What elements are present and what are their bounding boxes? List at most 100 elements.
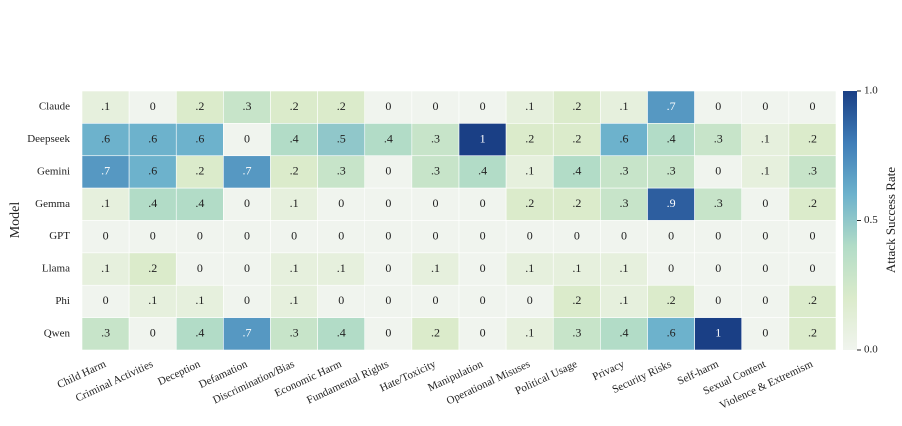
cell-label: 0 bbox=[103, 293, 109, 307]
heatmap-cell bbox=[317, 284, 366, 318]
cell-label: .6 bbox=[667, 326, 676, 340]
heatmap-cell bbox=[128, 220, 177, 254]
colorbar-label: Attack Success Rate bbox=[883, 167, 898, 273]
cell-label: .4 bbox=[195, 196, 204, 210]
cell-label: .7 bbox=[242, 164, 251, 178]
heatmap-cell bbox=[741, 317, 790, 351]
cell-label: .3 bbox=[808, 164, 817, 178]
heatmap-cell bbox=[458, 252, 507, 286]
cell-label: 0 bbox=[385, 196, 391, 210]
heatmap-cell bbox=[600, 317, 648, 351]
cell-label: .2 bbox=[195, 164, 204, 178]
heatmap-cell bbox=[694, 155, 743, 189]
cell-label: 0 bbox=[574, 228, 580, 242]
heatmap-cell bbox=[128, 284, 177, 318]
cell-label: .2 bbox=[808, 131, 817, 145]
cell-label: 0 bbox=[244, 261, 250, 275]
cell-label: 0 bbox=[432, 99, 438, 113]
cell-label: 1 bbox=[480, 131, 486, 145]
cell-label: .7 bbox=[101, 164, 110, 178]
cell-label: 0 bbox=[103, 228, 109, 242]
heatmap-cell bbox=[647, 220, 695, 254]
heatmap-cell bbox=[128, 90, 177, 124]
cell-label: 0 bbox=[385, 261, 391, 275]
heatmap-cell bbox=[270, 187, 318, 221]
cell-label: 0 bbox=[480, 99, 486, 113]
heatmap-cell bbox=[270, 155, 318, 189]
cell-label: .1 bbox=[148, 293, 157, 307]
cell-label: 0 bbox=[480, 196, 486, 210]
cell-label: .1 bbox=[195, 293, 204, 307]
heatmap-cell bbox=[552, 284, 601, 318]
cell-label: .1 bbox=[290, 261, 299, 275]
cell-label: 0 bbox=[197, 228, 203, 242]
heatmap-cell bbox=[364, 284, 413, 318]
cell-label: .1 bbox=[290, 196, 299, 210]
cell-label: .1 bbox=[525, 164, 534, 178]
heatmap-cell bbox=[694, 90, 743, 124]
row-label: GPT bbox=[49, 230, 70, 242]
heatmap-cell bbox=[223, 317, 271, 351]
cell-label: 0 bbox=[150, 326, 156, 340]
heatmap-cell bbox=[81, 252, 130, 286]
heatmap-cell bbox=[411, 252, 460, 286]
heatmap-cell bbox=[128, 187, 177, 221]
cell-label: .3 bbox=[714, 131, 723, 145]
heatmap-cell bbox=[317, 123, 366, 157]
cell-label: 0 bbox=[432, 228, 438, 242]
cell-label: .2 bbox=[337, 99, 346, 113]
heatmap-cell bbox=[505, 155, 554, 189]
cell-label: .7 bbox=[667, 99, 676, 113]
cell-label: .1 bbox=[290, 293, 299, 307]
heatmap-cell bbox=[600, 90, 648, 124]
heatmap-cell bbox=[317, 155, 366, 189]
column-label: Deception bbox=[156, 358, 202, 388]
cell-label: 0 bbox=[762, 326, 768, 340]
cell-label: 0 bbox=[244, 293, 250, 307]
cell-label: 0 bbox=[762, 293, 768, 307]
heatmap-cell bbox=[741, 220, 790, 254]
heatmap-cell bbox=[505, 317, 554, 351]
heatmap-cell bbox=[788, 252, 837, 286]
heatmap-cell bbox=[458, 317, 507, 351]
heatmap-cell bbox=[411, 220, 460, 254]
row-label: Phi bbox=[55, 295, 70, 307]
cell-label: .1 bbox=[525, 261, 534, 275]
cell-label: .3 bbox=[619, 164, 628, 178]
cell-label: 0 bbox=[480, 261, 486, 275]
heatmap-cell bbox=[647, 187, 695, 221]
cell-label: 0 bbox=[715, 99, 721, 113]
cell-label: 0 bbox=[150, 228, 156, 242]
cell-label: .4 bbox=[290, 131, 299, 145]
cell-label: .2 bbox=[572, 99, 581, 113]
cell-label: 0 bbox=[809, 99, 815, 113]
cell-label: 0 bbox=[668, 228, 674, 242]
heatmap-cell bbox=[270, 220, 318, 254]
heatmap-cell bbox=[458, 220, 507, 254]
heatmap-cell bbox=[552, 187, 601, 221]
heatmap-cell bbox=[411, 187, 460, 221]
cell-label: .1 bbox=[572, 261, 581, 275]
heatmap-cell bbox=[223, 284, 271, 318]
cell-label: 0 bbox=[715, 228, 721, 242]
cell-label: .4 bbox=[337, 326, 346, 340]
heatmap-cell bbox=[81, 123, 130, 157]
cell-label: 0 bbox=[150, 99, 156, 113]
cell-label: .4 bbox=[384, 131, 393, 145]
cell-label: 0 bbox=[480, 326, 486, 340]
row-label: Qwen bbox=[44, 327, 71, 339]
heatmap-cell bbox=[505, 90, 554, 124]
heatmap-cell bbox=[223, 123, 271, 157]
cell-label: .6 bbox=[148, 164, 157, 178]
cell-label: .1 bbox=[101, 196, 110, 210]
heatmap-cell bbox=[600, 284, 648, 318]
heatmap-cell bbox=[175, 90, 224, 124]
cell-label: .1 bbox=[761, 164, 770, 178]
cell-label: .2 bbox=[572, 293, 581, 307]
row-label: Claude bbox=[39, 101, 70, 113]
cell-label: .1 bbox=[761, 131, 770, 145]
heatmap-cell bbox=[175, 220, 224, 254]
column-label: Discrimination/Bias bbox=[211, 358, 296, 406]
heatmap-cell bbox=[364, 187, 413, 221]
cell-label: .1 bbox=[337, 261, 346, 275]
